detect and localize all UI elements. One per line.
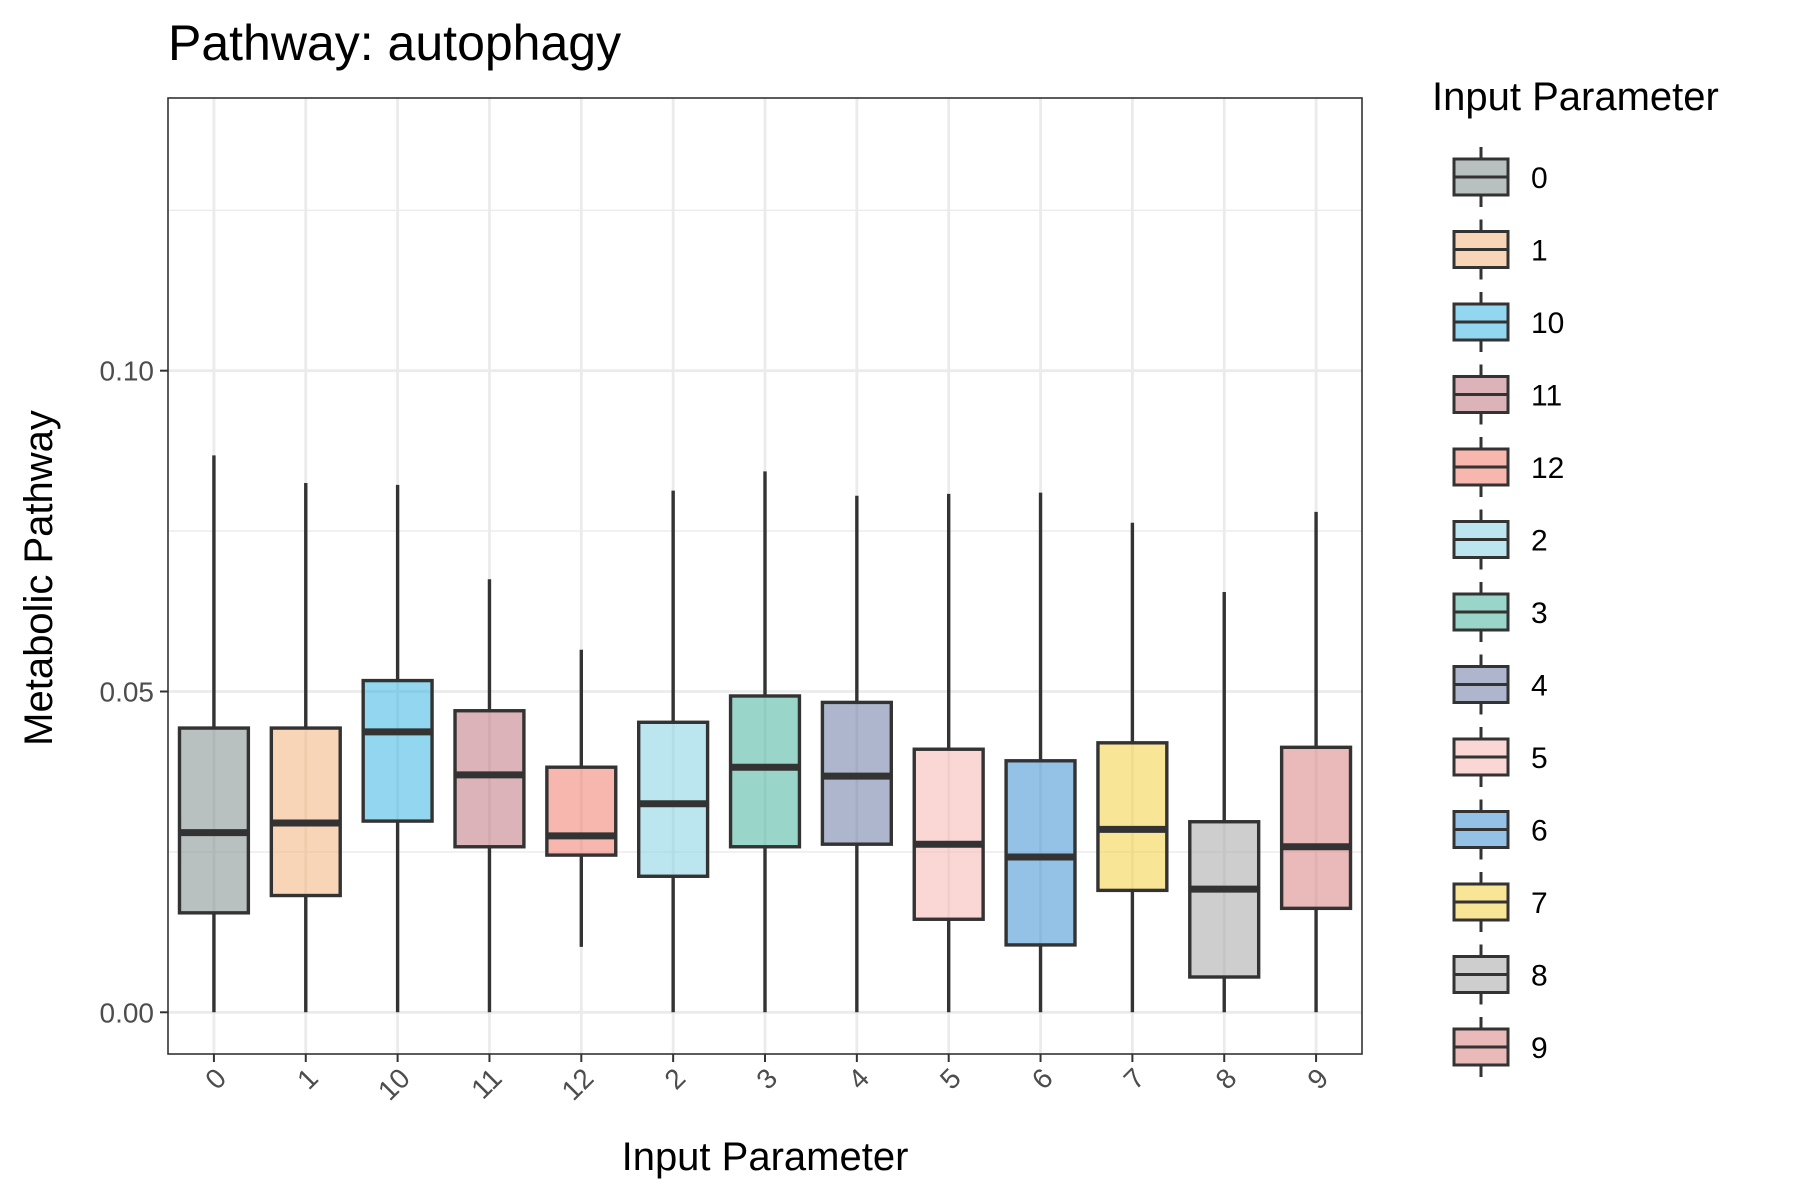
legend-item-10: 10 [1452, 292, 1564, 352]
x-tick-label: 7 [1118, 1062, 1151, 1095]
legend-label: 4 [1531, 670, 1548, 703]
legend-label: 6 [1531, 815, 1548, 848]
box-iqr [1096, 741, 1169, 893]
x-tick-label: 11 [465, 1062, 507, 1104]
y-tick-label: 0.00 [100, 997, 155, 1028]
chart-title: Pathway: autophagy [168, 15, 621, 71]
x-axis-title: Input Parameter [622, 1135, 909, 1179]
x-tick-label: 9 [1301, 1062, 1334, 1095]
legend-title: Input Parameter [1432, 75, 1719, 119]
box-iqr [1188, 820, 1261, 979]
x-tick-label: 4 [842, 1062, 875, 1095]
x-tick-label: 1 [291, 1062, 324, 1095]
legend-label: 3 [1531, 597, 1548, 630]
y-axis-title: Metabolic Pathway [17, 410, 61, 746]
box-3 [728, 471, 802, 1013]
legend-item-1: 1 [1452, 219, 1548, 280]
x-tick-label: 2 [658, 1062, 691, 1095]
legend-label: 9 [1531, 1032, 1548, 1065]
box-9 [1279, 511, 1353, 1013]
legend-label: 2 [1531, 525, 1548, 558]
legend: 0 1 10 11 12 2 3 4 5 6 7 8 9 [1452, 147, 1564, 1077]
box-1 [269, 482, 342, 1013]
legend-item-5: 5 [1452, 727, 1548, 787]
box-iqr [1279, 745, 1353, 911]
legend-label: 5 [1531, 742, 1548, 775]
box-8 [1188, 592, 1261, 1013]
legend-item-6: 6 [1452, 799, 1548, 860]
legend-label: 8 [1531, 960, 1548, 993]
legend-label: 1 [1531, 235, 1548, 268]
x-tick-label: 0 [199, 1062, 232, 1095]
box-iqr [361, 678, 434, 823]
box-iqr [1004, 759, 1077, 947]
legend-item-12: 12 [1452, 437, 1564, 497]
legend-label: 12 [1531, 452, 1564, 485]
y-axis: 0.00 0.05 0.10 [100, 356, 168, 1028]
box-10 [361, 484, 434, 1013]
boxes [177, 455, 1353, 1013]
box-iqr [728, 694, 802, 849]
y-tick-label: 0.10 [100, 356, 155, 387]
legend-item-2: 2 [1452, 509, 1548, 570]
legend-item-0: 0 [1452, 147, 1548, 207]
legend-item-4: 4 [1452, 654, 1548, 715]
box-iqr [177, 726, 251, 915]
legend-label: 10 [1531, 307, 1564, 340]
legend-item-9: 9 [1452, 1017, 1548, 1077]
box-iqr [545, 765, 618, 857]
box-12 [545, 649, 618, 947]
box-6 [1004, 492, 1077, 1013]
box-iqr [453, 709, 526, 849]
y-tick-label: 0.05 [100, 676, 155, 707]
box-5 [912, 493, 985, 1013]
legend-item-8: 8 [1452, 944, 1548, 1005]
x-axis: 0 1 10 11 12 2 3 4 5 6 7 8 9 [199, 1054, 1334, 1106]
x-tick-label: 12 [556, 1062, 600, 1106]
legend-label: 0 [1531, 162, 1548, 195]
box-iqr [912, 747, 985, 921]
legend-label: 11 [1531, 380, 1562, 413]
box-2 [637, 490, 710, 1013]
x-tick-label: 10 [372, 1062, 416, 1106]
box-0 [177, 455, 251, 1013]
box-11 [453, 579, 526, 1013]
legend-item-3: 3 [1452, 582, 1548, 642]
box-7 [1096, 522, 1169, 1013]
legend-item-7: 7 [1452, 872, 1548, 932]
x-tick-label: 6 [1026, 1062, 1059, 1095]
x-tick-label: 5 [934, 1062, 967, 1095]
legend-label: 7 [1531, 887, 1548, 920]
x-tick-label: 8 [1210, 1062, 1243, 1095]
box-iqr [269, 726, 342, 898]
box-iqr [637, 720, 710, 878]
box-4 [820, 495, 893, 1013]
legend-item-11: 11 [1452, 364, 1562, 425]
x-tick-label: 3 [750, 1062, 783, 1095]
